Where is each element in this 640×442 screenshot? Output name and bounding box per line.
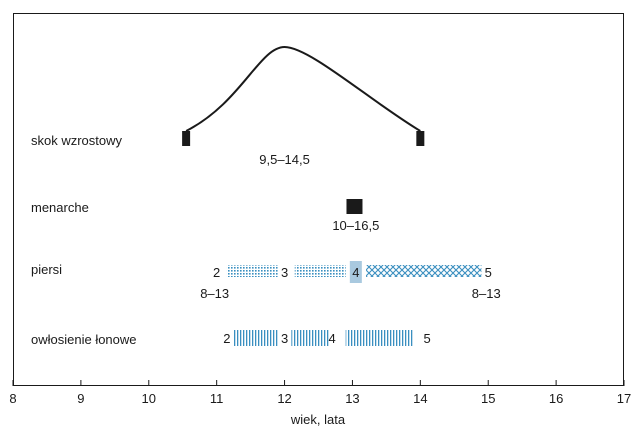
breast-stage-bars: 2 3 4 5 8–13 8–13: [200, 261, 501, 301]
breast-stage-segment: [294, 265, 346, 277]
row-label-menarche: menarche: [31, 200, 89, 215]
menarche-range-label: 10–16,5: [332, 218, 379, 233]
chart-frame: [13, 13, 624, 386]
x-tick-label: 14: [413, 391, 427, 406]
x-tick-label: 17: [617, 391, 631, 406]
menarche-markers: [346, 199, 363, 214]
growth-spurt-marker: [416, 131, 425, 146]
growth-spurt-curve: [185, 45, 421, 132]
x-tick-label: 9: [77, 391, 84, 406]
x-tick-label: 12: [277, 391, 291, 406]
breast-stage-label: 3: [281, 265, 288, 280]
growth-spurt-markers: [182, 131, 425, 146]
pubic-hair-stage-bars: 2 3 4 5: [223, 330, 431, 346]
x-tick-label: 16: [549, 391, 563, 406]
x-tick-label: 13: [345, 391, 359, 406]
pubic-hair-stage-segment: [233, 330, 278, 346]
x-tick-label: 8: [9, 391, 16, 406]
menarche-marker: [346, 199, 363, 214]
x-tick-label: 10: [142, 391, 156, 406]
x-axis: 8 9 10 11 12 13 14 15 16 17: [9, 380, 631, 406]
growth-spurt-marker: [182, 131, 191, 146]
pubic-hair-stage-label: 4: [328, 331, 335, 346]
growth-spurt-range-label: 9,5–14,5: [259, 152, 310, 167]
row-label-owlosienie: owłosienie łonowe: [31, 332, 137, 347]
row-label-skok: skok wzrostowy: [31, 133, 123, 148]
pubic-hair-stage-segment: [291, 330, 329, 346]
breast-stage-label: 4: [352, 265, 359, 280]
x-tick-label: 11: [210, 391, 224, 406]
pubic-hair-stage-label: 2: [223, 331, 230, 346]
pubic-hair-stage-segment: [345, 330, 414, 346]
breast-stage-label: 2: [213, 265, 220, 280]
breast-range-label: 8–13: [200, 286, 229, 301]
breast-stage-segment: [366, 265, 482, 277]
x-tick-label: 15: [481, 391, 495, 406]
breast-stage-label: 5: [485, 265, 492, 280]
stage-4-highlight: [349, 261, 362, 283]
pubic-hair-stage-label: 3: [281, 331, 288, 346]
breast-stage-segment: [226, 265, 278, 277]
breast-range-label: 8–13: [472, 286, 501, 301]
x-axis-title: wiek, lata: [290, 412, 346, 427]
pubic-hair-stage-label: 5: [424, 331, 431, 346]
row-label-piersi: piersi: [31, 262, 62, 277]
